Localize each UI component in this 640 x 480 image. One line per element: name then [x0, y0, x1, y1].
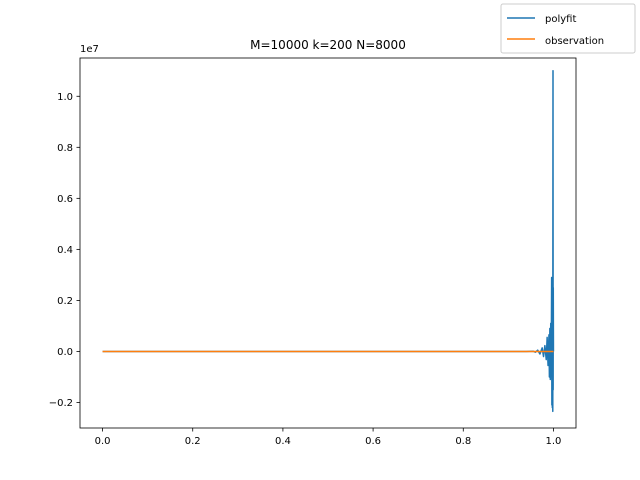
- x-tick-label: 0.4: [275, 436, 291, 447]
- series-line-polyfit: [102, 70, 555, 413]
- y-tick-label: 0.4: [57, 245, 73, 256]
- legend: polyfit observation: [500, 3, 636, 54]
- y-offset-label: 1e7: [80, 44, 99, 55]
- y-tick-label: 0.8: [57, 143, 73, 154]
- x-tick-label: 0.2: [185, 436, 201, 447]
- x-tick-label: 0.8: [455, 436, 471, 447]
- x-tick-label: 1.0: [546, 436, 562, 447]
- y-tick-label: 0.6: [57, 194, 73, 205]
- x-axis: 0.0 0.2 0.4 0.6 0.8 1.0: [95, 428, 562, 447]
- legend-box: [500, 3, 636, 54]
- chart-title: M=10000 k=200 N=8000: [250, 38, 406, 52]
- y-tick-label: −0.2: [49, 398, 73, 409]
- x-tick-label: 0.6: [365, 436, 381, 447]
- legend-label-polyfit: polyfit: [545, 14, 576, 25]
- plot-frame: [79, 57, 577, 429]
- y-tick-label: 1.0: [57, 92, 73, 103]
- series-layer: [102, 70, 555, 413]
- y-tick-label: 0.2: [57, 296, 73, 307]
- x-tick-label: 0.0: [95, 436, 111, 447]
- legend-label-observation: observation: [545, 36, 604, 47]
- y-tick-label: 0.0: [57, 347, 73, 358]
- y-axis: −0.2 0.0 0.2 0.4 0.6 0.8 1.0: [49, 92, 80, 409]
